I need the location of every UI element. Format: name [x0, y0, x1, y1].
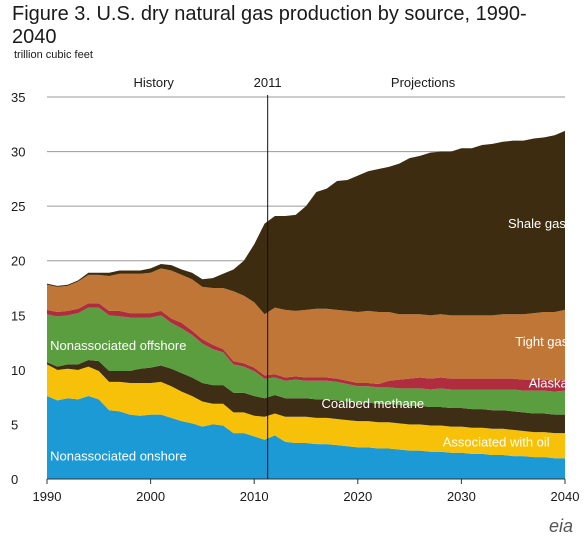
x-tick-label: 2030	[447, 489, 476, 504]
series-label-alaska: Alaska	[529, 375, 569, 390]
annotation-history: History	[133, 75, 174, 90]
series-label-shale-gas: Shale gas	[508, 216, 566, 231]
annotations: History 2011 Projections	[133, 75, 455, 90]
area-alaska	[47, 303, 565, 392]
series-label-tight-gas: Tight gas	[515, 334, 568, 349]
area-series	[47, 130, 565, 479]
units-label: trillion cubic feet	[14, 49, 93, 61]
chart-title: Figure 3. U.S. dry natural gas productio…	[12, 3, 527, 48]
y-tick-label: 25	[11, 199, 25, 214]
y-tick-label: 15	[11, 308, 25, 323]
y-tick-label: 10	[11, 363, 25, 378]
x-tick-label: 2000	[136, 489, 165, 504]
area-shale-gas	[47, 130, 565, 316]
y-tick-label: 30	[11, 145, 25, 160]
annotation-2011: 2011	[254, 75, 282, 90]
area-nonassociated-onshore	[47, 396, 565, 479]
area-nonassociated-offshore	[47, 307, 565, 415]
area-coalbed-methane	[47, 360, 565, 434]
x-tick-label: 2020	[343, 489, 372, 504]
area-tight-gas	[47, 268, 565, 385]
axes: 0 5 10 15 20 25 30 35 1990 2000 2010 2020 2030 2040	[11, 90, 579, 504]
series-labels: Nonassociated onshore Associated with oil…	[50, 216, 569, 463]
y-tick-label: 5	[11, 417, 18, 432]
eia-logo: eia	[548, 516, 573, 536]
x-tick-label: 2010	[240, 489, 269, 504]
area-associated-with-oil	[47, 364, 565, 459]
y-tick-label: 0	[11, 472, 18, 487]
x-tick-label: 2040	[551, 489, 580, 504]
series-label-nonassociated-onshore: Nonassociated onshore	[50, 448, 187, 463]
x-tick-label: 1990	[33, 489, 62, 504]
series-label-coalbed-methane: Coalbed methane	[322, 396, 425, 411]
y-tick-label: 35	[11, 90, 25, 105]
series-label-associated-with-oil: Associated with oil	[443, 434, 550, 449]
annotation-projections: Projections	[391, 75, 456, 90]
series-label-nonassociated-offshore: Nonassociated offshore	[50, 338, 186, 353]
y-tick-label: 20	[11, 254, 25, 269]
